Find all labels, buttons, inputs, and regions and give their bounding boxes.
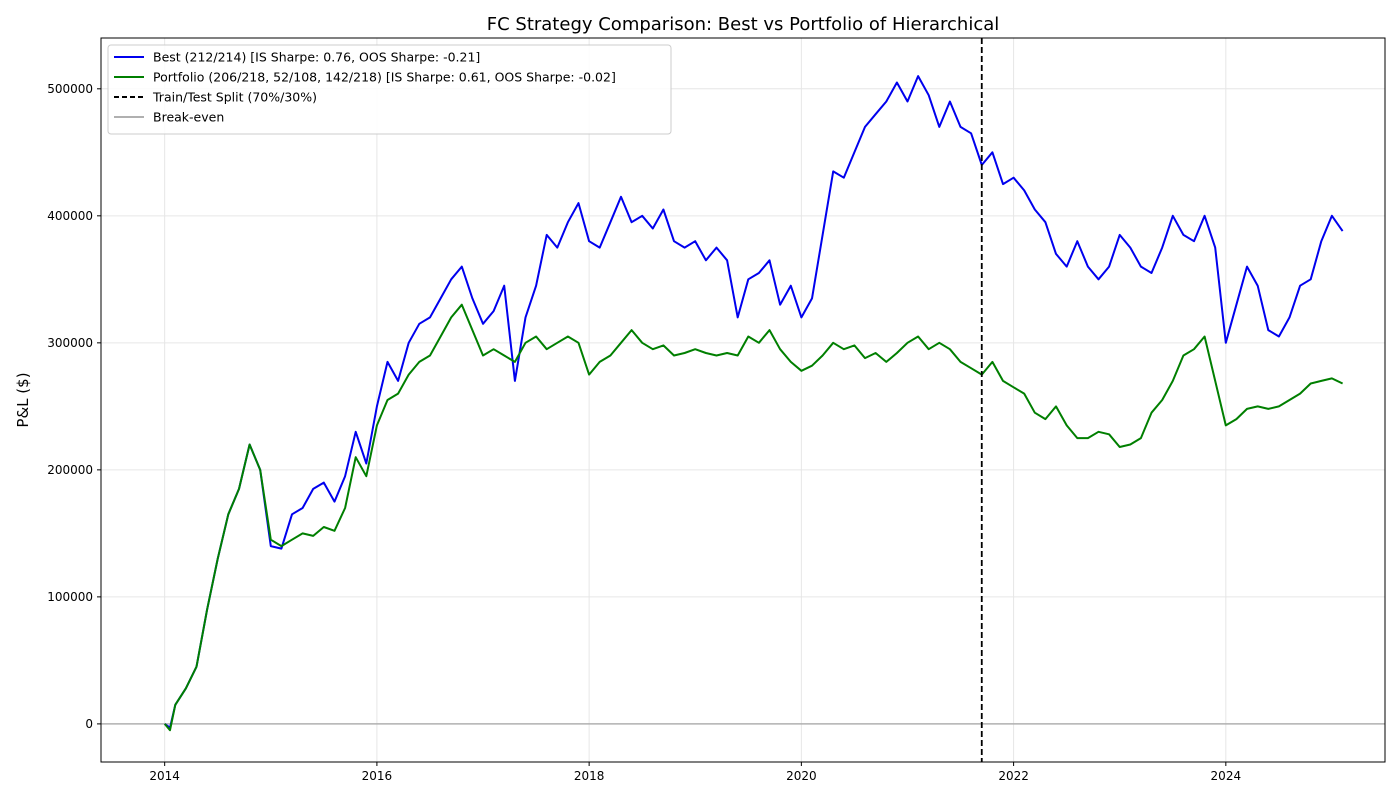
chart-title: FC Strategy Comparison: Best vs Portfoli…: [487, 14, 1000, 35]
y-tick-label: 100000: [47, 590, 93, 604]
legend: Best (212/214) [IS Sharpe: 0.76, OOS Sha…: [107, 44, 672, 135]
legend-item-best-label: Best (212/214) [IS Sharpe: 0.76, OOS Sha…: [153, 50, 480, 65]
plot-frame: [100, 37, 1386, 763]
legend-box: [107, 44, 672, 135]
x-tick-label: 2022: [998, 769, 1029, 783]
series-layer: [163, 38, 1344, 762]
x-tick-label: 2020: [786, 769, 817, 783]
y-tick-label: 300000: [47, 336, 93, 350]
legend-item-portfolio-label: Portfolio (206/218, 52/108, 142/218) [IS…: [153, 70, 616, 85]
y-tick-label: 400000: [47, 209, 93, 223]
grid-layer: [101, 38, 1385, 762]
y-axis-label: P&L ($): [14, 372, 32, 427]
y-tick-label: 200000: [47, 463, 93, 477]
legend-item-breakeven-label: Break-even: [153, 110, 224, 125]
x-tick-label: 2024: [1211, 769, 1242, 783]
series-line-portfolio: [163, 303, 1344, 732]
legend-item-split-label: Train/Test Split (70%/30%): [152, 90, 317, 105]
series-line-best: [164, 75, 1344, 729]
x-tick-label: 2014: [149, 769, 180, 783]
x-tick-label: 2018: [574, 769, 605, 783]
x-tick-label: 2016: [362, 769, 393, 783]
y-tick-label: 0: [85, 717, 93, 731]
tick-layer: 2014 2016 2018 2020 2022 2024 0 100000 200000 300…: [47, 82, 1241, 783]
y-tick-label: 500000: [47, 82, 93, 96]
